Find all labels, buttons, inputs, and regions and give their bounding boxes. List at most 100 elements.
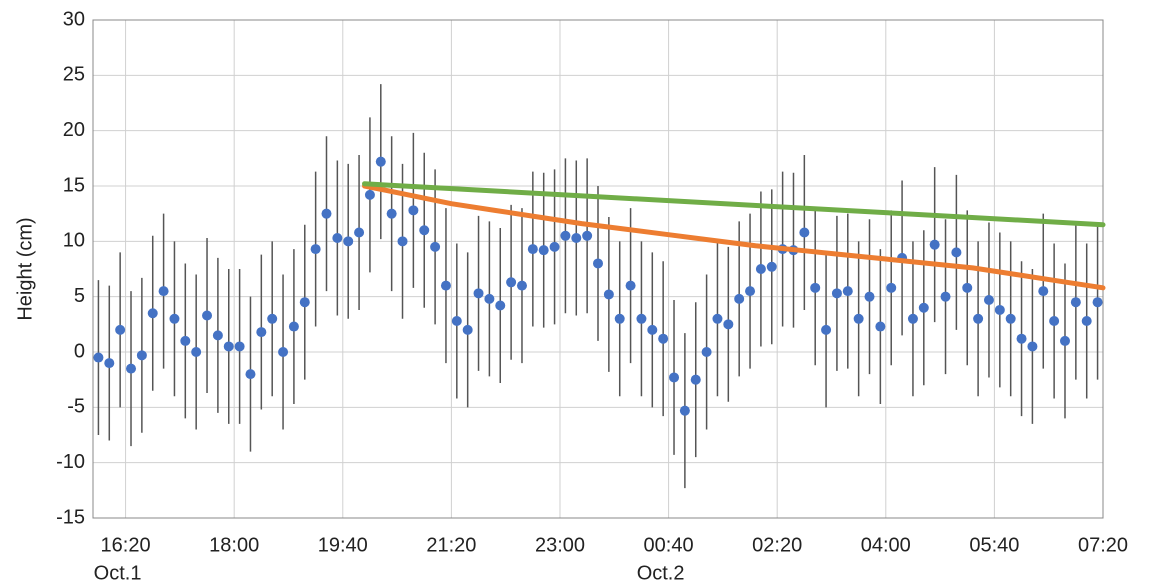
y-tick-label: -10 — [56, 451, 85, 473]
data-point — [364, 189, 375, 200]
data-point — [462, 324, 473, 335]
data-point — [690, 374, 701, 385]
data-point — [929, 239, 940, 250]
data-point — [973, 313, 984, 324]
data-point — [593, 258, 603, 269]
data-point — [549, 241, 560, 252]
data-point — [256, 327, 267, 338]
x-tick-label: 23:00 — [535, 534, 585, 556]
data-point — [506, 277, 517, 288]
y-tick-label: 0 — [74, 340, 85, 362]
data-point — [983, 294, 994, 305]
data-point — [886, 282, 897, 293]
data-point — [354, 227, 365, 238]
y-tick-label: 30 — [63, 8, 85, 30]
data-point — [614, 313, 625, 324]
data-point — [223, 341, 234, 352]
data-point — [712, 313, 723, 324]
data-point — [821, 324, 832, 335]
data-point — [484, 293, 495, 304]
data-point — [473, 288, 484, 299]
data-point — [864, 291, 875, 302]
data-point — [831, 288, 842, 299]
data-point — [516, 280, 527, 291]
data-point — [582, 230, 593, 241]
y-tick-label: 10 — [63, 230, 85, 252]
data-point — [560, 230, 571, 241]
data-point — [169, 313, 180, 324]
data-point — [288, 321, 299, 332]
y-axis-label: Height (cm) — [14, 217, 36, 320]
x-tick-label: 00:40 — [644, 534, 694, 556]
data-point — [136, 350, 147, 361]
data-point — [701, 347, 712, 357]
data-point — [745, 286, 756, 297]
trend-line — [362, 181, 1106, 228]
data-point — [386, 208, 397, 219]
y-tick-label: 5 — [74, 285, 85, 307]
data-point — [430, 241, 441, 252]
x-tick-label: 16:20 — [101, 534, 151, 556]
x-tick-label: 07:20 — [1078, 534, 1128, 556]
data-point — [962, 282, 973, 293]
data-point — [679, 405, 690, 416]
data-point — [158, 286, 169, 297]
data-point — [202, 310, 213, 321]
data-point — [907, 313, 918, 324]
data-point — [951, 247, 962, 258]
x-tick-label: 05:40 — [969, 534, 1019, 556]
data-point — [625, 280, 636, 291]
data-point — [180, 335, 191, 346]
data-point — [397, 236, 408, 247]
data-point — [1038, 286, 1049, 297]
data-point — [734, 293, 745, 304]
data-point — [1070, 297, 1081, 308]
data-point — [603, 289, 614, 300]
data-point — [571, 233, 582, 244]
data-point — [451, 316, 462, 327]
data-point — [755, 264, 766, 274]
data-point — [636, 313, 647, 324]
data-point — [267, 313, 278, 324]
data-point — [810, 282, 821, 293]
date-label: Oct.2 — [637, 562, 685, 584]
data-point — [766, 261, 777, 272]
x-tick-label: 02:20 — [752, 534, 802, 556]
data-point — [310, 244, 321, 255]
data-point — [343, 236, 354, 247]
data-point — [669, 372, 680, 383]
y-tick-label: -15 — [56, 506, 85, 528]
data-point — [375, 156, 386, 167]
data-point — [93, 352, 104, 363]
x-tick-label: 18:00 — [209, 534, 259, 556]
data-point — [940, 291, 951, 302]
data-point — [918, 302, 929, 313]
data-point — [126, 363, 137, 374]
data-point — [147, 308, 158, 319]
data-point — [1049, 316, 1060, 327]
y-tick-label: 15 — [63, 174, 85, 196]
data-point — [299, 297, 310, 308]
data-point — [527, 244, 538, 255]
data-point — [1005, 313, 1016, 324]
data-point — [853, 313, 864, 324]
data-point — [842, 286, 853, 297]
data-point — [419, 225, 430, 236]
data-point — [495, 300, 506, 311]
date-label: Oct.1 — [94, 562, 142, 584]
x-tick-label: 04:00 — [861, 534, 911, 556]
x-tick-label: 21:20 — [426, 534, 476, 556]
data-point — [321, 208, 332, 219]
data-point — [332, 233, 343, 244]
data-point — [1059, 335, 1070, 346]
data-point — [723, 319, 734, 330]
data-point — [234, 341, 245, 352]
data-point — [1092, 297, 1103, 308]
data-point — [278, 347, 289, 357]
data-point — [1027, 341, 1038, 352]
y-tick-label: -5 — [67, 396, 85, 418]
data-point — [115, 324, 126, 335]
data-point — [440, 280, 451, 291]
